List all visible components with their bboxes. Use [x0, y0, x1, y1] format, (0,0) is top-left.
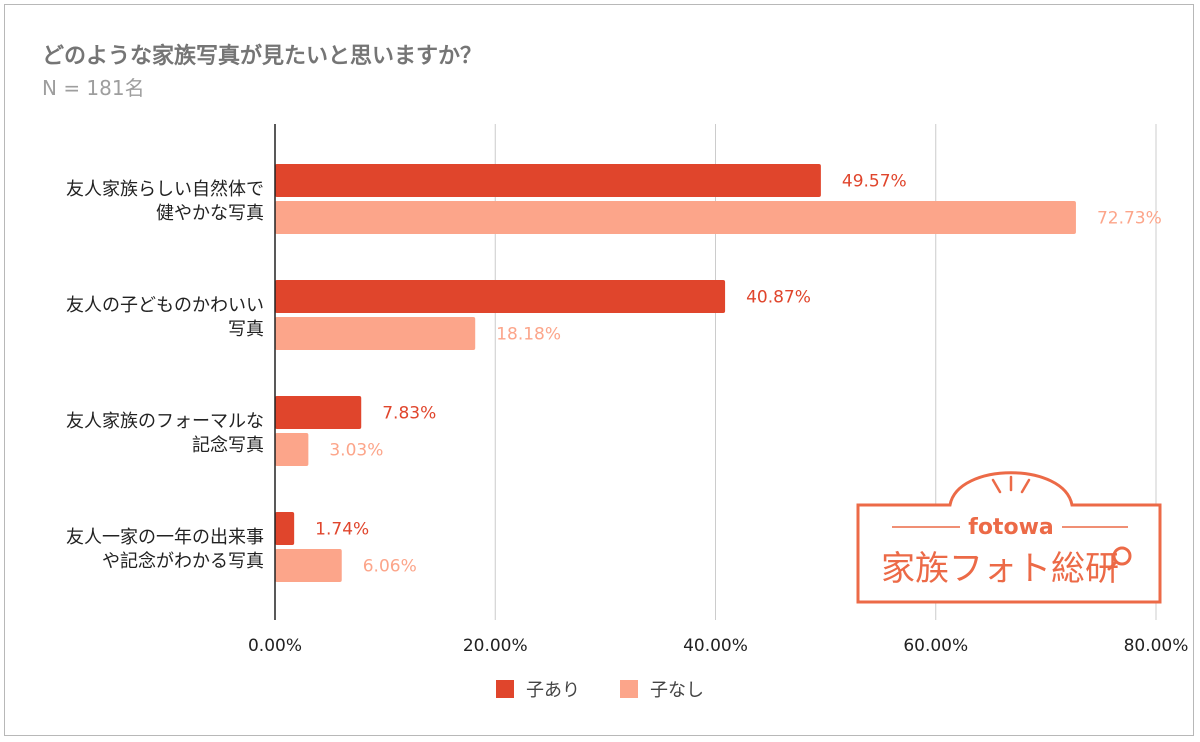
logo-ray [1020, 478, 1031, 494]
x-tick-label: 40.00% [683, 636, 748, 656]
chart-legend: 子あり 子なし [0, 676, 1200, 702]
data-label: 3.03% [329, 441, 383, 461]
legend-item-with-children: 子あり [496, 676, 580, 702]
chart-title: どのような家族写真が見たいと思いますか？ [42, 44, 483, 69]
legend-label-without-children: 子なし [650, 680, 704, 701]
data-label: 6.06% [363, 557, 417, 577]
category-label: 記念写真 [192, 434, 264, 456]
data-label: 1.74% [315, 520, 369, 540]
bar [275, 433, 309, 466]
chart-frame [4, 4, 1194, 736]
legend-item-without-children: 子なし [620, 676, 704, 702]
category-label: 友人の子どものかわいい [66, 295, 264, 316]
bar [275, 317, 476, 350]
legend-swatch-with-children [496, 680, 514, 698]
data-label: 72.73% [1097, 209, 1162, 229]
bar [275, 280, 726, 313]
chart-subtitle: N = 181名 [42, 76, 145, 100]
category-label: や記念がわかる写真 [102, 550, 264, 572]
magnifier-icon [1112, 546, 1132, 566]
category-label: 友人家族のフォーマルな [66, 411, 264, 432]
bar [275, 164, 821, 197]
category-label: 写真 [228, 319, 264, 340]
logo-frame [856, 471, 1162, 604]
category-label: 友人家族らしい自然体で [66, 179, 264, 200]
data-label: 49.57% [842, 172, 907, 192]
x-tick-label: 0.00% [248, 636, 302, 656]
x-tick-label: 60.00% [903, 636, 968, 656]
data-label: 18.18% [496, 325, 561, 345]
magnifier-handle [1107, 560, 1118, 571]
category-label: 健やかな写真 [156, 203, 264, 224]
logo-brand: fotowa [968, 515, 1054, 540]
category-label: 友人一家の一年の出来事 [66, 527, 264, 548]
data-label: 40.87% [746, 288, 811, 308]
legend-label-with-children: 子あり [526, 680, 580, 701]
data-label: 7.83% [382, 404, 436, 424]
x-tick-label: 20.00% [463, 636, 528, 656]
bar [275, 201, 1076, 234]
bar [275, 512, 295, 545]
legend-swatch-without-children [620, 680, 638, 698]
bar [275, 396, 362, 429]
x-tick-label: 80.00% [1124, 636, 1189, 656]
logo-name: 家族フォト総研 [881, 549, 1119, 589]
logo-ray [991, 478, 1002, 494]
bar [275, 549, 342, 582]
